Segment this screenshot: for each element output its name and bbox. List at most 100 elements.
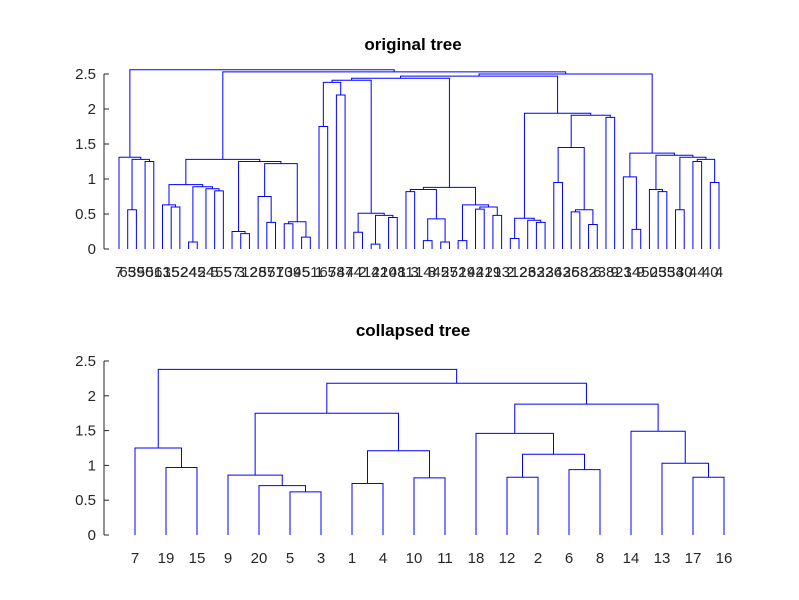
dendrogram-link <box>553 182 563 249</box>
y-tick-label: 1 <box>88 171 96 188</box>
dendrogram-link <box>129 69 395 158</box>
original-tree-axes: original tree 00.511.522.5 7653950516315… <box>75 35 723 281</box>
leaf-label: 29 <box>485 264 502 281</box>
dendrogram-link <box>289 491 322 535</box>
dendrogram-link <box>657 191 668 249</box>
leaf-label: 2 <box>358 264 366 281</box>
leaf-label: 6 <box>565 550 573 567</box>
dendrogram-link <box>240 233 250 249</box>
leaf-label: 35 <box>658 264 675 281</box>
leaf-label: 36 <box>545 264 562 281</box>
leaf-label: 39 <box>128 264 145 281</box>
dendrogram-link <box>405 191 416 249</box>
leaf-label: 1 <box>348 550 356 567</box>
leaf-label: 51 <box>267 264 284 281</box>
leaf-label: 55 <box>215 264 232 281</box>
leaf-label: 14 <box>623 550 640 567</box>
leaf-label: 7 <box>115 264 123 281</box>
leaf-label: 24 <box>198 264 215 281</box>
collapsed-tree-axes: collapsed tree 00.511.522.5 7 19 15 9 20 5 3 1 4… <box>75 321 732 567</box>
dendrogram-link <box>301 236 311 249</box>
dendrogram-link <box>254 412 399 476</box>
y-tick-label: 1 <box>88 457 96 474</box>
leaf-label: 38 <box>598 264 615 281</box>
dendrogram-link <box>631 228 642 249</box>
leaf-label: 24 <box>180 264 197 281</box>
dendrogram-link <box>231 231 246 249</box>
dendrogram-link <box>535 221 546 249</box>
dendrogram-link <box>170 206 181 249</box>
leaf-label: 7 <box>131 550 139 567</box>
leaf-label: 8 <box>428 264 436 281</box>
dendrogram-link <box>144 161 155 249</box>
dendrogram-link <box>655 154 694 190</box>
leaf-label: 34 <box>667 264 684 281</box>
leaf-label: 23 <box>519 264 536 281</box>
leaf-label: 15 <box>189 550 206 567</box>
dendrogram-link <box>134 447 182 535</box>
leaf-label: 52 <box>450 264 467 281</box>
leaf-label: 22 <box>372 264 389 281</box>
dendrogram-link <box>568 469 601 535</box>
leaf-label: 23 <box>615 264 632 281</box>
leaf-label: 52 <box>172 264 189 281</box>
dendrogram-link <box>131 158 150 210</box>
dendrogram-link <box>675 209 685 249</box>
leaf-label: 6 <box>593 264 601 281</box>
dendrogram-link <box>692 476 725 535</box>
dendrogram-link <box>696 158 716 183</box>
original-tree-links <box>118 69 720 249</box>
leaf-label: 70 <box>276 264 293 281</box>
dendrogram-link <box>227 474 283 535</box>
dendrogram-link <box>165 466 198 535</box>
dendrogram-link <box>161 204 177 249</box>
dendrogram-link <box>630 430 686 535</box>
leaf-label: 12 <box>511 264 528 281</box>
leaf-label: 78 <box>328 264 345 281</box>
leaf-label: 19 <box>458 264 475 281</box>
dendrogram-link <box>661 462 709 535</box>
dendrogram-link <box>388 217 398 249</box>
leaf-label: 11 <box>437 550 453 567</box>
leaf-label: 1 <box>315 264 323 281</box>
dendrogram-link <box>522 453 585 478</box>
dendrogram-link <box>168 184 204 205</box>
dendrogram-link <box>192 186 213 242</box>
dendrogram-link <box>413 477 446 535</box>
dendrogram-link <box>326 382 587 414</box>
dendrogram-link <box>570 211 581 249</box>
dendrogram-link <box>440 241 450 249</box>
collapsed-tree-links <box>134 368 725 535</box>
leaf-label: 26 <box>563 264 580 281</box>
leaf-label: 42 <box>467 264 484 281</box>
dendrogram-link <box>357 212 385 233</box>
dendrogram-link <box>367 450 430 484</box>
y-tick-label: 0 <box>88 241 96 258</box>
leaf-label: 63 <box>154 264 171 281</box>
leaf-label: 10 <box>406 550 423 567</box>
dendrogram-link <box>331 79 372 214</box>
y-tick-label: 1.5 <box>75 423 96 440</box>
leaf-label: 20 <box>251 550 268 567</box>
dendrogram-link <box>605 116 616 249</box>
dendrogram-link <box>351 77 450 188</box>
dendrogram-link <box>648 189 663 249</box>
leaf-label: 50 <box>641 264 658 281</box>
dendrogram-link <box>185 158 261 185</box>
y-tick-label: 0.5 <box>75 492 96 509</box>
dendrogram-link <box>475 432 554 535</box>
dendrogram-link <box>264 163 298 222</box>
dendrogram-link <box>375 214 394 245</box>
dendrogram-link <box>479 206 498 216</box>
dendrogram-link <box>214 190 224 249</box>
leaf-label: 40 <box>702 264 719 281</box>
leaf-label: 48 <box>389 264 406 281</box>
leaf-label: 65 <box>319 264 336 281</box>
dendrogram-link <box>514 403 659 434</box>
leaf-label: 57 <box>258 264 275 281</box>
original-tree-leaf-labels: 7653950516315522445245555731228575170394… <box>115 264 723 281</box>
leaf-label: 58 <box>572 264 589 281</box>
leaf-label: 4 <box>697 264 705 281</box>
leaf-label: 16 <box>716 550 733 567</box>
